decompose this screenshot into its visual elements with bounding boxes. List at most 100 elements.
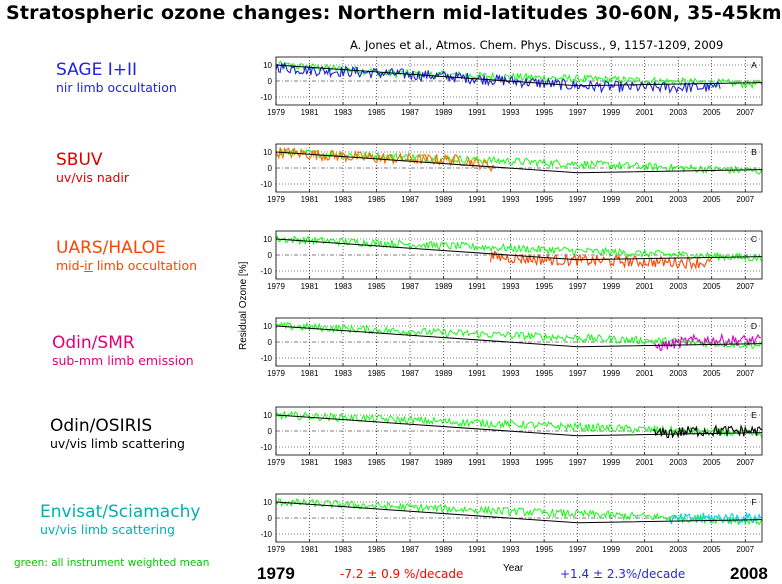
x-tick-label: 1979 <box>267 282 285 291</box>
y-tick-label: 10 <box>263 498 272 507</box>
x-tick-label: 1985 <box>368 108 386 117</box>
x-tick-label: 1979 <box>267 195 285 204</box>
x-tick-label: 1979 <box>267 108 285 117</box>
y-tick-label: 10 <box>263 148 272 157</box>
x-tick-label: 1979 <box>267 458 285 467</box>
instrument-label-haloe: UARS/HALOE mid-ir limb occultation <box>56 238 197 273</box>
x-tick-label: 1997 <box>569 108 587 117</box>
x-tick-label: 1997 <box>569 195 587 204</box>
x-tick-label: 1989 <box>435 282 453 291</box>
plot-frame <box>275 143 763 193</box>
x-tick-label: 1999 <box>602 108 620 117</box>
y-tick-label: -10 <box>260 93 272 102</box>
trend-before-label: -7.2 ± 0.9 %/decade <box>340 567 464 581</box>
x-tick-label: 2005 <box>703 545 721 554</box>
x-tick-label: 2003 <box>669 282 687 291</box>
trend-line <box>275 64 763 87</box>
x-tick-label: 1987 <box>401 369 419 378</box>
panel-F: 10 0 -10 1979 1981 1983 1985 1987 1989 1991 1993 19… <box>260 493 763 554</box>
instrument-name: Odin/OSIRIS <box>50 416 153 436</box>
y-tick-label: 0 <box>268 514 273 523</box>
trend-line <box>275 151 763 174</box>
plot-frame <box>275 56 763 106</box>
x-tick-label: 1989 <box>435 545 453 554</box>
x-tick-label: 1999 <box>602 369 620 378</box>
series-line <box>275 235 763 262</box>
x-tick-label: 1997 <box>569 458 587 467</box>
y-tick-label: -10 <box>260 530 272 539</box>
x-tick-label: 1997 <box>569 545 587 554</box>
series-line <box>275 147 763 175</box>
panel-letter: F <box>751 497 756 507</box>
series-line <box>489 250 712 271</box>
x-tick-label: 1991 <box>468 545 486 554</box>
x-tick-label: 1999 <box>602 282 620 291</box>
series-line <box>275 146 495 173</box>
x-tick-label: 2001 <box>636 195 654 204</box>
x-tick-label: 2003 <box>669 458 687 467</box>
instrument-desc: mid-ir limb occultation <box>56 258 197 273</box>
x-tick-label: 1983 <box>334 282 352 291</box>
x-tick-label: 1981 <box>301 108 319 117</box>
x-tick-label: 1993 <box>502 458 520 467</box>
x-tick-label: 2005 <box>703 458 721 467</box>
panel-letter: D <box>751 321 757 331</box>
series-line <box>669 512 762 525</box>
plot-frame <box>275 493 763 543</box>
x-tick-label: 1991 <box>468 195 486 204</box>
x-tick-label: 1995 <box>535 108 553 117</box>
x-tick-label: 1981 <box>301 369 319 378</box>
plot-frame <box>275 406 763 456</box>
y-tick-label: -10 <box>260 354 272 363</box>
x-tick-label: 2003 <box>669 108 687 117</box>
x-tick-label: 1987 <box>401 458 419 467</box>
instrument-label-smr: Odin/SMR sub-mm limb emission <box>52 333 194 368</box>
y-tick-label: 0 <box>268 77 273 86</box>
x-tick-label: 1981 <box>301 195 319 204</box>
instrument-desc: uv/vis nadir <box>56 170 130 185</box>
instrument-name: Envisat/Sciamachy <box>40 502 201 522</box>
x-tick-label: 1995 <box>535 458 553 467</box>
x-tick-label: 1985 <box>368 458 386 467</box>
instrument-desc-post: limb occultation <box>92 258 198 273</box>
x-tick-label: 1985 <box>368 282 386 291</box>
instrument-label-sage: SAGE I+II nir limb occultation <box>56 60 177 95</box>
x-tick-label: 1979 <box>267 369 285 378</box>
x-tick-label: 1991 <box>468 108 486 117</box>
x-tick-label: 1989 <box>435 108 453 117</box>
instrument-desc: uv/vis limb scattering <box>40 522 175 537</box>
y-tick-label: -10 <box>260 443 272 452</box>
x-tick-label: 1993 <box>502 195 520 204</box>
x-tick-label: 1995 <box>535 369 553 378</box>
x-tick-label: 1999 <box>602 545 620 554</box>
instrument-label-sbuv: SBUV uv/vis nadir <box>56 150 129 185</box>
x-tick-label: 1997 <box>569 282 587 291</box>
x-tick-label: 1985 <box>368 195 386 204</box>
x-tick-label: 1991 <box>468 282 486 291</box>
y-tick-label: -10 <box>260 180 272 189</box>
instrument-desc: sub-mm limb emission <box>52 353 194 368</box>
series-line <box>275 410 763 439</box>
panel-C: 10 0 -10 1979 1981 1983 1985 1987 1989 1991 1993 19… <box>260 230 763 291</box>
x-tick-label: 2007 <box>736 108 754 117</box>
x-tick-label: 1981 <box>301 545 319 554</box>
x-tick-label: 1995 <box>535 282 553 291</box>
trend-line <box>275 501 763 524</box>
green-note: green: all instrument weighted mean <box>14 557 210 569</box>
instrument-name: SAGE I+II <box>56 60 138 80</box>
x-tick-label: 1993 <box>502 108 520 117</box>
x-tick-label: 1987 <box>401 282 419 291</box>
instrument-desc-underlined: ir <box>84 258 93 273</box>
y-tick-label: 0 <box>268 427 273 436</box>
end-year-label: 2008 <box>730 564 768 583</box>
page-title: Stratospheric ozone changes: Northern mi… <box>6 2 782 24</box>
y-tick-label: 10 <box>263 235 272 244</box>
x-tick-label: 2007 <box>736 195 754 204</box>
x-tick-label: 2001 <box>636 369 654 378</box>
y-tick-label: 10 <box>263 61 272 70</box>
x-tick-label: 2007 <box>736 545 754 554</box>
x-tick-label: 1991 <box>468 369 486 378</box>
x-tick-label: 1979 <box>267 545 285 554</box>
x-tick-label: 2007 <box>736 369 754 378</box>
citation: A. Jones et al., Atmos. Chem. Phys. Disc… <box>350 38 724 52</box>
